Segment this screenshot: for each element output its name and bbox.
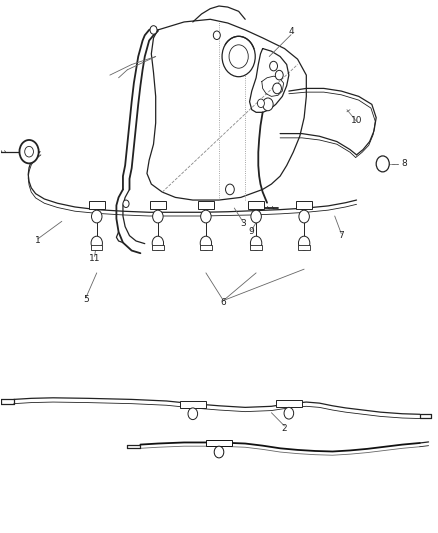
Circle shape [251, 236, 262, 250]
Circle shape [273, 83, 282, 94]
Circle shape [229, 45, 248, 68]
Circle shape [299, 210, 309, 223]
FancyBboxPatch shape [91, 245, 102, 250]
Circle shape [276, 70, 283, 80]
Circle shape [214, 446, 224, 458]
Circle shape [188, 408, 198, 419]
Text: 5: 5 [83, 295, 89, 304]
Text: 9: 9 [249, 228, 254, 237]
Circle shape [226, 184, 234, 195]
Circle shape [270, 61, 278, 71]
Circle shape [251, 210, 261, 223]
Circle shape [376, 156, 389, 172]
Circle shape [263, 98, 273, 111]
FancyBboxPatch shape [200, 245, 212, 250]
Circle shape [150, 26, 157, 34]
FancyBboxPatch shape [150, 200, 166, 209]
Text: 6: 6 [220, 298, 226, 307]
FancyBboxPatch shape [206, 440, 232, 446]
FancyBboxPatch shape [89, 200, 105, 209]
Circle shape [19, 140, 39, 164]
FancyBboxPatch shape [248, 200, 264, 209]
Circle shape [201, 210, 211, 223]
Circle shape [152, 236, 163, 250]
Circle shape [298, 236, 310, 250]
Circle shape [92, 210, 102, 223]
Circle shape [91, 236, 102, 250]
Circle shape [284, 407, 293, 419]
Circle shape [25, 147, 33, 157]
FancyBboxPatch shape [298, 245, 310, 250]
Text: 8: 8 [402, 159, 407, 168]
Circle shape [222, 36, 255, 77]
FancyBboxPatch shape [152, 245, 163, 250]
Text: 7: 7 [339, 231, 344, 240]
Circle shape [152, 210, 163, 223]
Circle shape [258, 99, 265, 108]
Circle shape [123, 200, 129, 207]
FancyBboxPatch shape [198, 200, 214, 209]
Text: 2: 2 [282, 424, 287, 433]
Circle shape [213, 31, 220, 39]
Text: 10: 10 [351, 116, 362, 125]
Text: 11: 11 [89, 254, 100, 263]
FancyBboxPatch shape [276, 400, 302, 407]
Circle shape [200, 236, 212, 250]
Text: 4: 4 [288, 27, 294, 36]
FancyBboxPatch shape [180, 401, 206, 408]
FancyBboxPatch shape [296, 200, 312, 209]
FancyBboxPatch shape [251, 245, 262, 250]
Text: 1: 1 [35, 237, 41, 246]
Text: 3: 3 [240, 220, 246, 229]
